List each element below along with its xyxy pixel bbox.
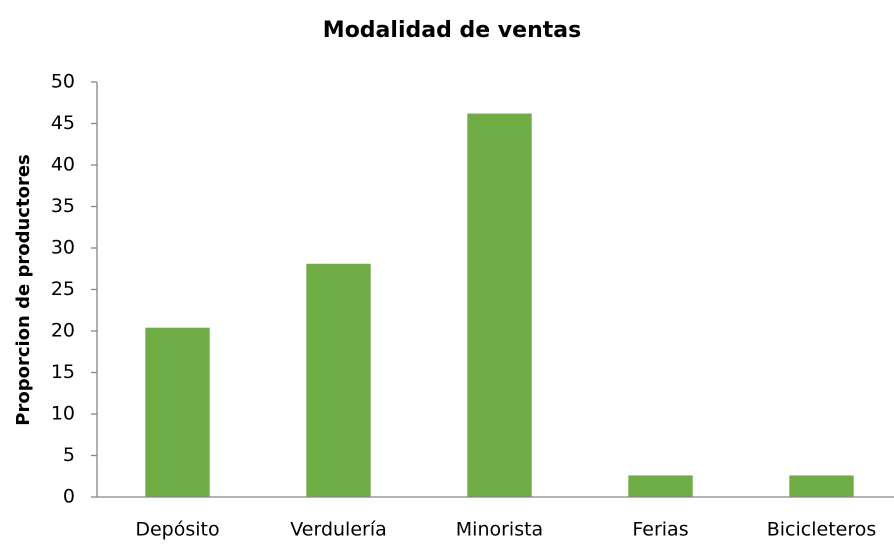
x-tick-label: Ferias (632, 519, 688, 541)
y-axis-label: Proporcion de productores (13, 154, 34, 425)
y-tick-label: 40 (51, 154, 75, 176)
x-tick-label: Bicicleteros (767, 519, 877, 541)
x-tick-label: Minorista (456, 519, 543, 541)
bar (789, 475, 854, 497)
y-tick-label: 25 (51, 278, 75, 300)
x-tick-label: Depósito (135, 519, 219, 541)
y-tick-label: 10 (51, 403, 75, 425)
y-tick-label: 5 (63, 444, 75, 466)
y-tick-label: 50 (51, 71, 75, 93)
y-tick-label: 15 (51, 361, 75, 383)
y-tick-label: 45 (51, 112, 75, 134)
bar (145, 327, 210, 497)
y-tick-label: 30 (51, 237, 75, 259)
y-tick-label: 0 (63, 486, 75, 508)
bar (467, 113, 532, 497)
bar (306, 263, 371, 497)
bar (628, 475, 693, 497)
y-tick-label: 35 (51, 195, 75, 217)
x-tick-label: Verdulería (290, 519, 387, 541)
chart-title: Modalidad de ventas (323, 18, 581, 43)
y-tick-label: 20 (51, 320, 75, 342)
